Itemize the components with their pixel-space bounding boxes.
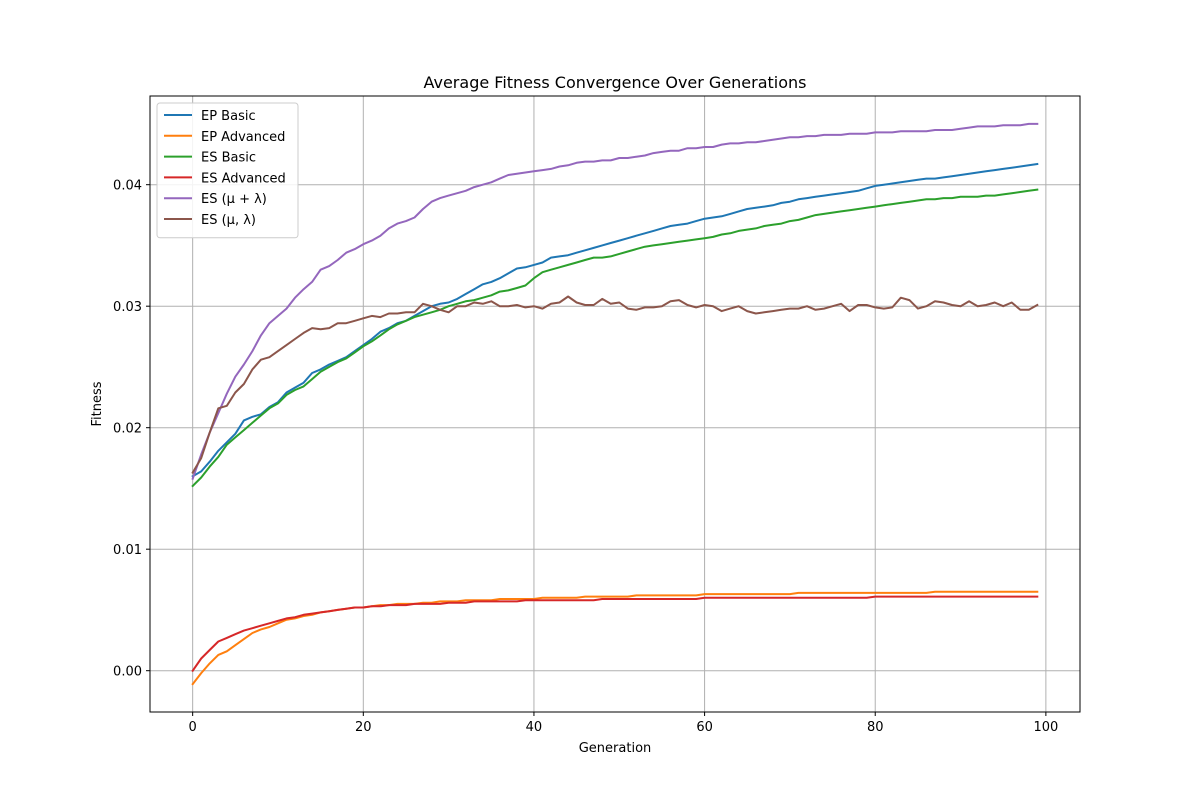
y-tick-label: 0.02 <box>113 422 142 437</box>
x-tick-label: 20 <box>355 720 372 735</box>
legend-label: ES (μ + λ) <box>201 192 267 207</box>
legend-label: EP Advanced <box>201 130 285 145</box>
y-tick-label: 0.04 <box>113 179 142 194</box>
y-tick-label: 0.03 <box>113 300 142 315</box>
chart-title: Average Fitness Convergence Over Generat… <box>423 73 806 92</box>
legend: EP Basic EP Advanced ES Basic ES Advanced ES… <box>156 102 299 239</box>
x-axis-label: Generation <box>579 741 652 756</box>
legend-label: ES Advanced <box>201 171 286 186</box>
axis-ticks: 0 20 40 60 80 100 0.00 0.01 0.02 0.03 0.04 <box>113 179 1058 735</box>
plot-area-frame <box>149 95 1081 713</box>
legend-label: ES Basic <box>201 151 256 166</box>
x-tick-label: 100 <box>1033 720 1058 735</box>
x-tick-label: 0 <box>189 720 197 735</box>
y-tick-label: 0.00 <box>113 665 142 680</box>
legend-box <box>156 102 299 239</box>
x-tick-label: 40 <box>526 720 543 735</box>
y-tick-label: 0.01 <box>113 543 142 558</box>
series-line-3 <box>191 595 1039 673</box>
series-line-0 <box>191 162 1039 478</box>
series-line-2 <box>191 188 1039 488</box>
x-tick-label: 80 <box>867 720 884 735</box>
series-line-5 <box>191 295 1039 474</box>
x-tick-label: 60 <box>696 720 713 735</box>
plot-series <box>191 122 1039 686</box>
series-line-4 <box>191 122 1039 480</box>
legend-label: ES (μ, λ) <box>201 213 256 228</box>
y-axis-label: Fitness <box>90 381 105 426</box>
legend-label: EP Basic <box>201 109 256 124</box>
